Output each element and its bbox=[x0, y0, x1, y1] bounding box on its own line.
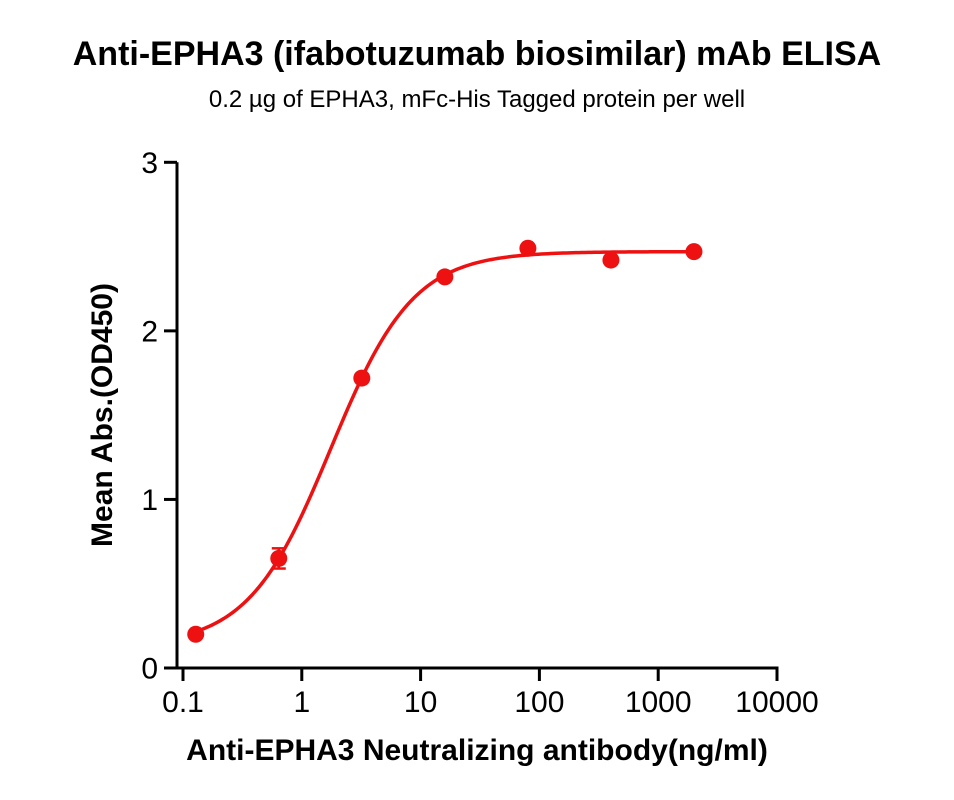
x-tick-label: 1 bbox=[293, 686, 310, 719]
data-point bbox=[353, 369, 371, 387]
fit-curve-group bbox=[193, 249, 696, 634]
y-tick-label: 0 bbox=[141, 653, 158, 686]
data-points-group bbox=[187, 239, 703, 643]
y-tick-label: 1 bbox=[141, 484, 158, 517]
data-point bbox=[602, 251, 620, 269]
fit-curve bbox=[193, 249, 696, 634]
x-tick-label: 10000 bbox=[735, 686, 818, 719]
data-point bbox=[436, 268, 454, 286]
y-axis-title: Mean Abs.(OD450) bbox=[86, 283, 119, 547]
data-point bbox=[685, 243, 703, 261]
x-tick-label: 10 bbox=[404, 686, 437, 719]
y-tick-label: 3 bbox=[141, 147, 158, 180]
data-point bbox=[519, 239, 537, 257]
axes: 0 1 2 3 0.1 1 10 100 1000 10000 bbox=[141, 147, 818, 719]
x-tick-label: 0.1 bbox=[162, 686, 204, 719]
chart-title: Anti-EPHA3 (ifabotuzumab biosimilar) mAb… bbox=[73, 35, 881, 73]
y-tick-label: 2 bbox=[141, 315, 158, 348]
x-tick-label: 1000 bbox=[625, 686, 692, 719]
data-point bbox=[270, 549, 288, 567]
chart-subtitle: 0.2 µg of EPHA3, mFc-His Tagged protein … bbox=[209, 86, 745, 113]
x-tick-label: 100 bbox=[514, 686, 564, 719]
x-axis-title: Anti-EPHA3 Neutralizing antibody(ng/ml) bbox=[186, 734, 768, 767]
data-point bbox=[187, 625, 205, 643]
